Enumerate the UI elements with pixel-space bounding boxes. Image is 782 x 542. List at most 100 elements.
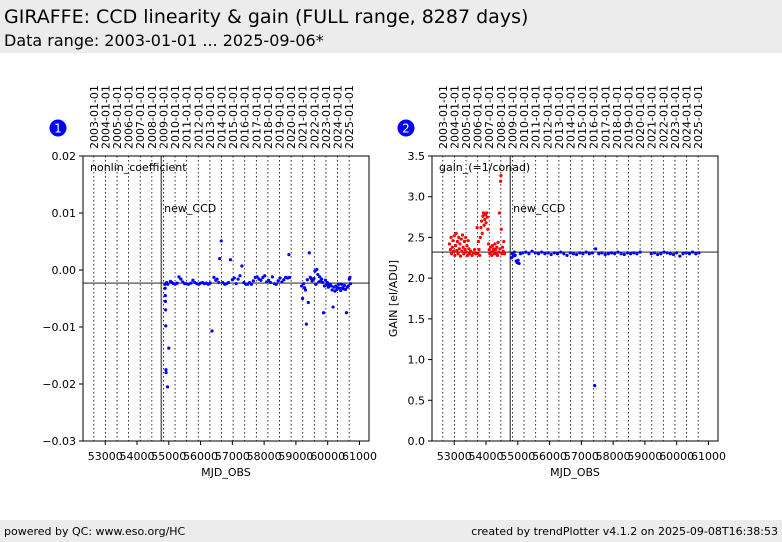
- date-tick-label: 2022-01-01: [657, 85, 670, 149]
- data-point: [450, 252, 454, 256]
- event-label: new_CCD: [164, 202, 216, 215]
- data-point: [546, 251, 550, 255]
- data-point: [467, 252, 472, 256]
- y-axis-label: GAIN [el/ADU]: [387, 260, 400, 337]
- data-point: [464, 250, 468, 254]
- data-point: [348, 282, 353, 286]
- data-point: [486, 242, 491, 246]
- date-tick-label: 2006-01-01: [472, 85, 485, 149]
- data-point: [266, 278, 271, 282]
- plot-frame: [82, 155, 370, 442]
- data-point: [268, 280, 273, 285]
- data-point: [454, 231, 458, 235]
- data-point: [340, 282, 344, 286]
- date-tick-label: 2005-01-01: [460, 85, 473, 149]
- data-point: [278, 276, 282, 280]
- date-tick-label: 2012-01-01: [192, 85, 205, 149]
- data-point: [337, 282, 341, 286]
- x-tick-label: 57000: [564, 450, 599, 463]
- data-point: [208, 281, 212, 285]
- data-point: [300, 284, 304, 288]
- date-tick-label: 2019-01-01: [623, 85, 636, 149]
- date-tick-label: 2014-01-01: [564, 85, 577, 149]
- data-point: [458, 242, 462, 246]
- panel-number-badge: [49, 119, 67, 137]
- data-point: [276, 279, 280, 283]
- data-point: [497, 211, 501, 215]
- data-point: [625, 251, 630, 255]
- data-point: [603, 252, 607, 257]
- data-point: [343, 287, 348, 291]
- data-point: [469, 249, 473, 253]
- data-point: [568, 251, 572, 255]
- data-point: [177, 275, 181, 279]
- data-point: [323, 278, 328, 282]
- date-tick-label: 2017-01-01: [599, 85, 612, 149]
- date-tick-label: 2013-01-01: [204, 85, 217, 149]
- data-point: [694, 252, 698, 256]
- data-point: [346, 284, 350, 288]
- panel-number-label: 1: [54, 122, 62, 136]
- data-point: [321, 311, 326, 315]
- data-point: [449, 235, 453, 240]
- data-point: [565, 253, 569, 257]
- y-tick-label: 0.00: [52, 264, 77, 277]
- charts-area: 1 2003-01-012004-01-012005-01-012006-01-0…: [42, 85, 726, 479]
- x-tick-label: 56000: [183, 450, 218, 463]
- data-point: [581, 252, 585, 256]
- data-point: [662, 250, 666, 254]
- data-point: [448, 248, 453, 252]
- data-point: [460, 233, 465, 237]
- data-point: [179, 277, 183, 281]
- y-tick-label: 0.0: [408, 435, 426, 448]
- date-tick-label: 2021-01-01: [646, 85, 659, 149]
- data-point: [555, 252, 560, 256]
- data-point: [452, 249, 456, 253]
- data-point: [344, 311, 349, 315]
- data-point: [574, 252, 579, 257]
- date-tick-label: 2003-01-01: [437, 85, 450, 149]
- data-point: [459, 254, 463, 258]
- date-tick-label: 2011-01-01: [530, 85, 543, 149]
- y-tick-label: −0.03: [42, 435, 76, 448]
- data-point: [165, 385, 170, 389]
- data-point: [325, 280, 329, 285]
- data-point: [632, 251, 636, 255]
- data-point: [501, 249, 505, 253]
- data-point: [530, 249, 534, 253]
- date-tick-label: 2025-01-01: [692, 85, 705, 149]
- data-point: [164, 308, 168, 312]
- data-point: [274, 282, 278, 286]
- data-point: [496, 240, 500, 244]
- data-point: [484, 221, 488, 225]
- y-tick-label: 1.5: [408, 313, 426, 326]
- data-point: [304, 322, 308, 326]
- data-point: [513, 253, 517, 257]
- data-point: [649, 252, 653, 256]
- data-point: [497, 250, 501, 254]
- data-point: [552, 251, 556, 255]
- x-tick-label: 55000: [500, 450, 535, 463]
- data-point: [455, 239, 460, 244]
- data-point: [306, 300, 310, 305]
- data-point: [331, 305, 335, 309]
- data-point: [228, 258, 233, 262]
- date-tick-label: 2020-01-01: [285, 85, 298, 149]
- data-point: [471, 251, 475, 255]
- data-point: [524, 250, 528, 254]
- data-point: [301, 282, 306, 286]
- data-point: [212, 275, 216, 280]
- data-point: [348, 275, 352, 280]
- x-tick-label: 61000: [342, 450, 377, 463]
- data-point: [226, 280, 231, 285]
- data-point: [533, 251, 537, 255]
- data-point: [287, 253, 291, 257]
- date-tick-label: 2020-01-01: [634, 85, 647, 149]
- x-tick-label: 55000: [151, 450, 186, 463]
- data-point: [303, 288, 308, 292]
- data-point: [483, 217, 487, 222]
- date-tick-label: 2024-01-01: [332, 85, 345, 149]
- data-point: [584, 250, 588, 254]
- plot-frame: [431, 155, 719, 442]
- date-tick-label: 2016-01-01: [588, 85, 601, 149]
